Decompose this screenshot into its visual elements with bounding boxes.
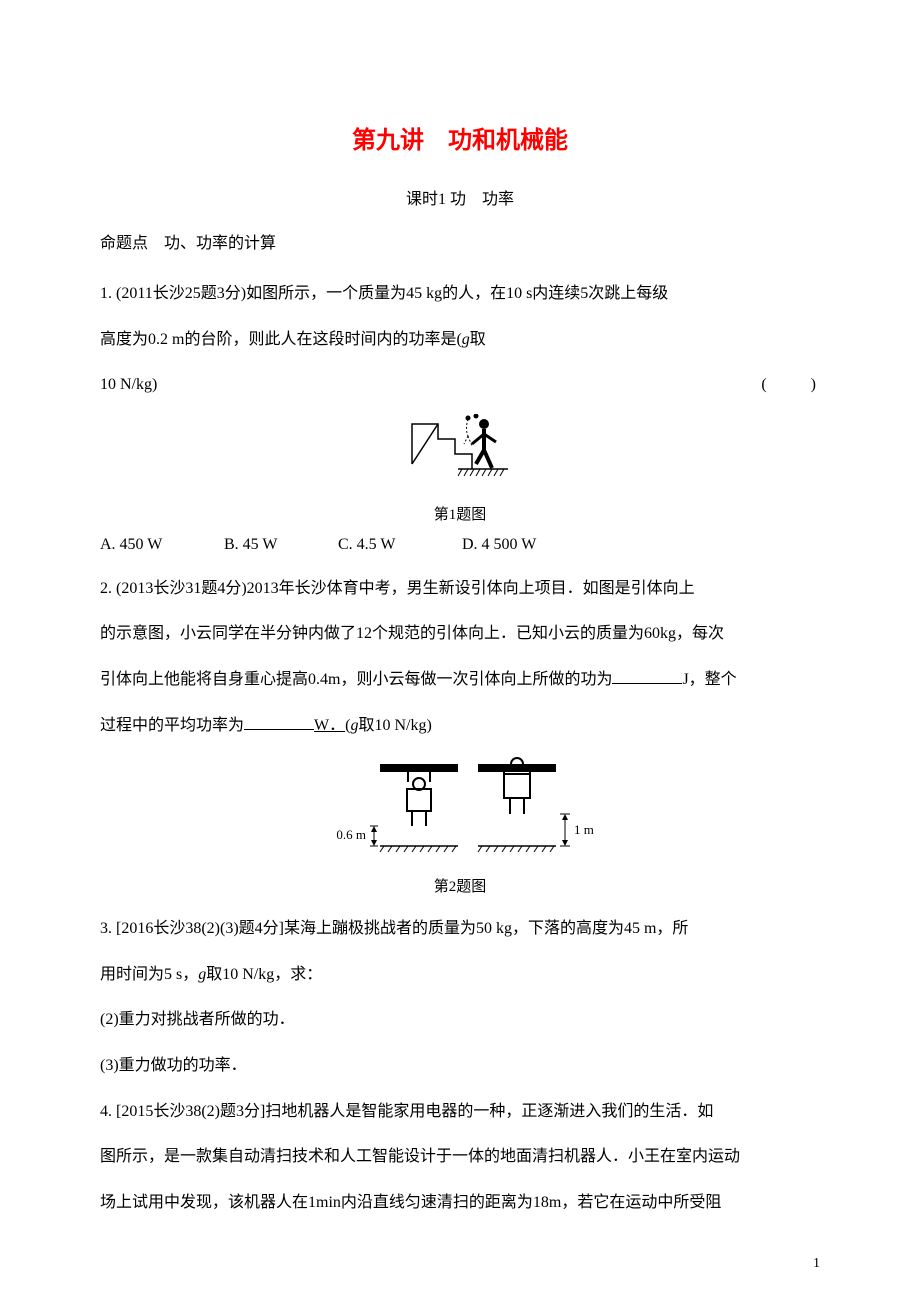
- q1-option-a: A. 450 W: [100, 536, 220, 554]
- q4-line2: 图所示，是一款集自动清扫技术和人工智能设计于一体的地面清扫机器人．小王在室内运动: [100, 1136, 820, 1178]
- gravity-symbol: g: [462, 331, 470, 348]
- figure-2-caption: 第2题图: [100, 875, 820, 896]
- q3-line2b: 取10 N/kg，求：: [206, 966, 322, 983]
- q1-line2: 高度为0.2 m的台阶，则此人在这段时间内的功率是(g取: [100, 319, 820, 361]
- q1-option-c: C. 4.5 W: [338, 536, 458, 554]
- q1-line2-text-a: 高度为0.2 m的台阶，则此人在这段时间内的功率是(: [100, 331, 462, 348]
- q4-line3: 场上试用中发现，该机器人在1min内沿直线匀速清扫的距离为18m，若它在运动中所…: [100, 1182, 820, 1224]
- q2-line2: 的示意图，小云同学在半分钟内做了12个规范的引体向上．已知小云的质量为60kg，…: [100, 613, 820, 655]
- figure-2: 0.6 m 1 m: [100, 754, 820, 896]
- figure-1: 第1题图: [100, 414, 820, 524]
- q2-line4d: 取10 N/kg): [358, 717, 431, 734]
- q2-line4b: W．: [314, 717, 345, 734]
- blank-2: [244, 713, 314, 730]
- blank-1: [612, 667, 682, 684]
- q1-line3-text: 10 N/kg): [100, 376, 157, 393]
- q3-line1: 3. [2016长沙38(2)(3)题4分]某海上蹦极挑战者的质量为50 kg，…: [100, 908, 820, 950]
- q1-line3: 10 N/kg) ( ): [100, 364, 820, 406]
- answer-paren: ( ): [761, 364, 820, 406]
- q3-line2a: 用时间为5 s，: [100, 966, 198, 983]
- label-0-6m: 0.6 m: [336, 827, 366, 842]
- q1-line2-text-b: 取: [470, 331, 486, 348]
- figure-1-caption: 第1题图: [100, 503, 820, 524]
- q2-line3b: J，整个: [682, 671, 736, 688]
- q3-sub2: (2)重力对挑战者所做的功．: [100, 999, 820, 1041]
- q2-line4: 过程中的平均功率为W．(g取10 N/kg): [100, 705, 820, 747]
- chapter-title: 第九讲 功和机械能: [100, 120, 820, 155]
- q4-line1: 4. [2015长沙38(2)题3分]扫地机器人是智能家用电器的一种，正逐渐进入…: [100, 1091, 820, 1133]
- q2-line3a: 引体向上他能将自身重心提高0.4m，则小云每做一次引体向上所做的功为: [100, 671, 612, 688]
- q1-options: A. 450 W B. 45 W C. 4.5 W D. 4 500 W: [100, 536, 820, 554]
- q2-line1: 2. (2013长沙31题4分)2013年长沙体育中考，男生新设引体向上项目．如…: [100, 568, 820, 610]
- q3-sub3: (3)重力做功的功率．: [100, 1045, 820, 1087]
- label-1m: 1 m: [574, 822, 594, 837]
- q2-line4a: 过程中的平均功率为: [100, 717, 244, 734]
- topic-line: 命题点 功、功率的计算: [100, 229, 820, 253]
- q1-line1: 1. (2011长沙25题3分)如图所示，一个质量为45 kg的人，在10 s内…: [100, 273, 820, 315]
- q1-option-b: B. 45 W: [224, 536, 334, 554]
- q1-option-d: D. 4 500 W: [462, 536, 536, 554]
- q2-line3: 引体向上他能将自身重心提高0.4m，则小云每做一次引体向上所做的功为 J，整个: [100, 659, 820, 701]
- lesson-subtitle: 课时1 功 功率: [100, 185, 820, 209]
- page-number: 1: [813, 1256, 820, 1272]
- q3-line2: 用时间为5 s，g取10 N/kg，求：: [100, 954, 820, 996]
